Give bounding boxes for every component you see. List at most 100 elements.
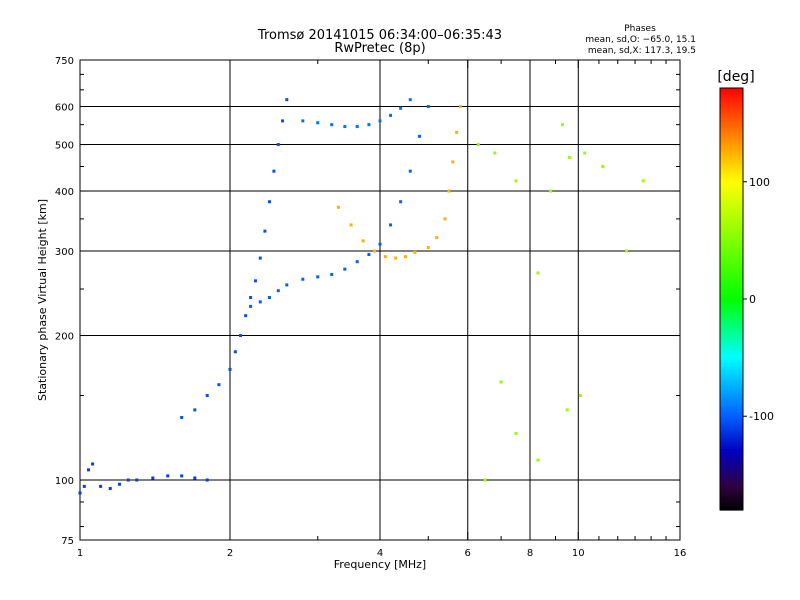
colorbar-segment [720, 472, 743, 476]
data-point [578, 394, 582, 398]
data-point [536, 458, 540, 462]
colorbar-segment [720, 174, 743, 178]
colorbar-segment [720, 106, 743, 110]
colorbar-segment [720, 228, 743, 232]
colorbar-segment [720, 385, 743, 389]
data-point [316, 275, 320, 279]
colorbar-segment [720, 270, 743, 274]
data-point [455, 130, 459, 134]
colorbar-segment [720, 474, 743, 478]
colorbar-segment [720, 158, 743, 162]
data-point [267, 296, 271, 300]
data-point [426, 246, 430, 250]
data-point [108, 487, 112, 491]
colorbar-segment [720, 383, 743, 387]
data-point [258, 300, 262, 304]
data-point [217, 383, 221, 387]
colorbar-segment [720, 446, 743, 450]
colorbar-segment [720, 493, 743, 497]
x-axis-label: Frequency [MHz] [334, 558, 426, 571]
colorbar-tick-label: 100 [749, 176, 770, 189]
data-point [561, 123, 565, 127]
data-point [389, 113, 393, 117]
data-point [499, 380, 503, 384]
y-tick-label: 75 [61, 536, 74, 547]
data-point [413, 250, 417, 254]
colorbar-segment [720, 223, 743, 227]
data-point [343, 125, 347, 129]
data-point [276, 289, 280, 293]
data-point [301, 277, 305, 281]
colorbar-segment [720, 313, 743, 317]
colorbar-segment [720, 463, 743, 467]
y-tick-label: 100 [55, 476, 74, 487]
colorbar-segment [720, 277, 743, 281]
data-point [447, 189, 451, 193]
colorbar-segment [720, 388, 743, 392]
colorbar-segment [720, 118, 743, 122]
colorbar-tick-label: 0 [749, 293, 756, 306]
colorbar-segment [720, 104, 743, 108]
colorbar-segment [720, 268, 743, 272]
colorbar-segment [720, 188, 743, 192]
colorbar-segment [720, 350, 743, 354]
colorbar-segment [720, 498, 743, 502]
colorbar-segment [720, 137, 743, 141]
data-point [383, 255, 387, 259]
x-tick-label: 1 [77, 548, 83, 559]
colorbar-segment [720, 291, 743, 295]
colorbar-segment [720, 500, 743, 504]
colorbar-segment [720, 357, 743, 361]
data-point [249, 296, 253, 300]
colorbar-segment [720, 111, 743, 115]
colorbar-segment [720, 242, 743, 246]
colorbar-segment [720, 165, 743, 169]
colorbar-segment [720, 207, 743, 211]
colorbar-segment [720, 442, 743, 445]
data-point [394, 256, 398, 260]
data-point [276, 143, 280, 147]
colorbar-segment [720, 420, 743, 424]
data-point [399, 200, 403, 204]
colorbar-segment [720, 486, 743, 490]
colorbar-segment [720, 458, 743, 462]
colorbar-segment [720, 366, 743, 370]
colorbar-segment [720, 329, 743, 333]
data-point [99, 484, 103, 488]
colorbar-segment [720, 261, 743, 265]
data-point [367, 123, 371, 127]
colorbar-segment [720, 172, 743, 176]
colorbar-segment [720, 132, 743, 136]
colorbar-segment [720, 437, 743, 441]
data-point [355, 260, 359, 264]
colorbar-segment [720, 453, 743, 457]
data-point [205, 478, 209, 482]
data-point [239, 334, 243, 338]
data-point [583, 151, 587, 155]
colorbar-segment [720, 88, 743, 91]
colorbar-segment [720, 155, 743, 159]
data-point [135, 478, 139, 482]
data-point [514, 179, 518, 183]
colorbar-segment [720, 202, 743, 206]
colorbar-segment [720, 181, 743, 185]
colorbar-segment [720, 481, 743, 485]
colorbar-segment [720, 434, 743, 438]
colorbar-segment [720, 226, 743, 230]
colorbar-segment [720, 195, 743, 199]
colorbar-segment [720, 245, 743, 249]
colorbar-segment [720, 256, 743, 260]
data-point [193, 476, 197, 480]
data-point [367, 253, 371, 257]
colorbar-segment [720, 284, 743, 288]
colorbar-segment [720, 109, 743, 113]
colorbar-segment [720, 369, 743, 373]
colorbar-segment [720, 289, 743, 293]
data-point [263, 229, 267, 233]
colorbar-tick-label: -100 [749, 410, 774, 423]
colorbar-segment [720, 352, 743, 356]
colorbar-segment [720, 317, 743, 321]
colorbar-segment [720, 409, 743, 413]
colorbar-segment [720, 430, 743, 434]
